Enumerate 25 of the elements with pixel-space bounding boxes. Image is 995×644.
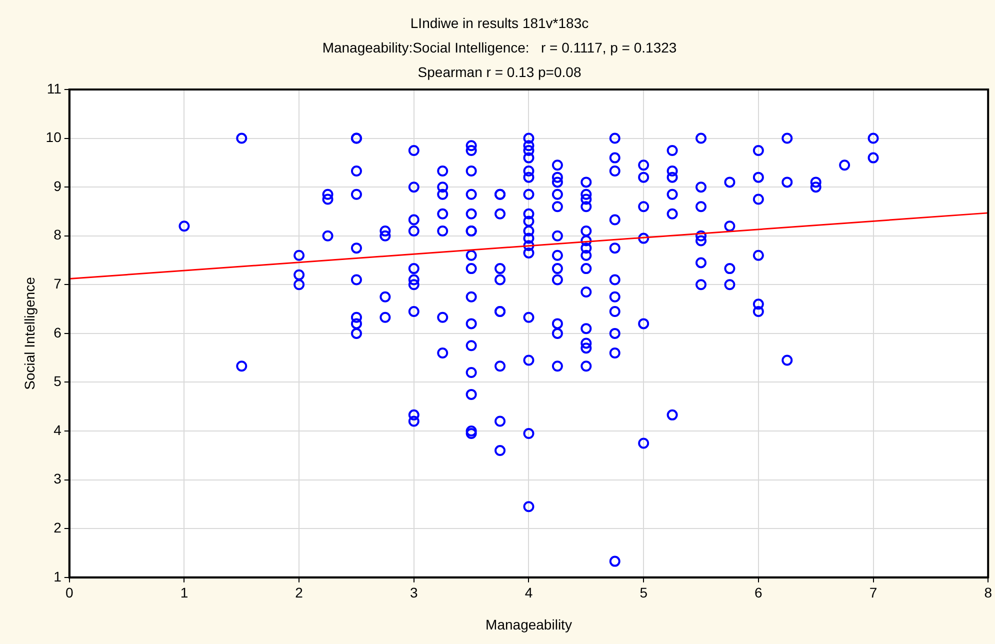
- y-axis-title: Social Intelligence: [21, 276, 38, 390]
- x-tick-label: 6: [754, 584, 763, 601]
- y-tick-label: 2: [54, 519, 62, 536]
- x-tick-label: 4: [524, 584, 533, 601]
- x-tick-label: 5: [640, 584, 648, 601]
- chart-title: LIndiwe in results 181v*183c: [410, 15, 589, 32]
- y-tick-label: 11: [46, 80, 62, 96]
- y-tick-label: 10: [46, 129, 62, 146]
- y-tick-label: 6: [54, 324, 62, 340]
- x-tick-label: 7: [869, 584, 878, 601]
- y-tick-label: 1: [54, 568, 62, 584]
- y-tick-label: 4: [54, 422, 62, 438]
- y-tick-label: 5: [54, 373, 62, 390]
- x-tick-label: 1: [180, 584, 188, 601]
- y-tick-label: 9: [54, 178, 62, 194]
- x-tick-label: 2: [295, 584, 304, 601]
- chart-subtitle: Manageability:Social Intelligence: r = 0.1117, p = 0.1323: [322, 40, 677, 56]
- y-tick-label: 8: [54, 226, 62, 243]
- y-tick-label: 3: [54, 470, 62, 487]
- x-tick-label: 0: [65, 584, 74, 601]
- x-tick-label: 3: [410, 584, 418, 601]
- x-tick-label: 8: [984, 584, 992, 601]
- text: Spearman r = 0.13 p=0.08: [418, 64, 582, 80]
- y-tick-label: 7: [54, 276, 62, 292]
- x-axis-title: Manageability: [486, 616, 572, 632]
